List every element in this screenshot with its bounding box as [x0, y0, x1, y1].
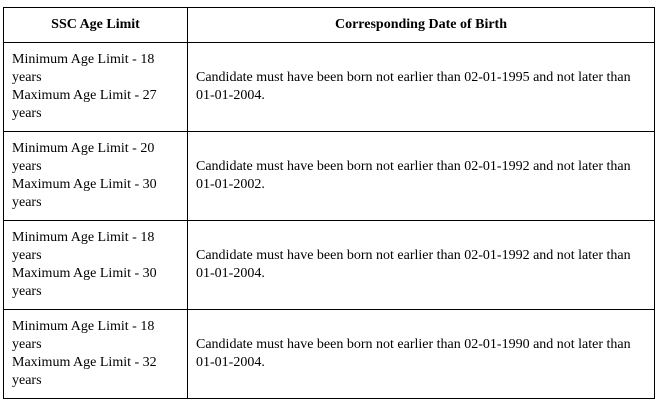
maximum-age-limit: Maximum Age Limit - 30 years	[12, 266, 157, 299]
table-body: Minimum Age Limit - 18 years Maximum Age…	[3, 42, 655, 399]
date-of-birth-cell: Candidate must have been born not earlie…	[187, 131, 655, 221]
date-of-birth-cell: Candidate must have been born not earlie…	[187, 42, 655, 132]
header-date-of-birth: Corresponding Date of Birth	[187, 7, 655, 43]
header-ssc-age-limit: SSC Age Limit	[3, 7, 188, 43]
minimum-age-limit: Minimum Age Limit - 18 years	[12, 52, 155, 85]
maximum-age-limit: Maximum Age Limit - 32 years	[12, 355, 157, 388]
header-row: SSC Age Limit Corresponding Date of Birt…	[3, 7, 655, 43]
table-row: Minimum Age Limit - 18 years Maximum Age…	[3, 220, 655, 310]
minimum-age-limit: Minimum Age Limit - 18 years	[12, 230, 155, 263]
table-row: Minimum Age Limit - 20 years Maximum Age…	[3, 131, 655, 221]
table-row: Minimum Age Limit - 18 years Maximum Age…	[3, 42, 655, 132]
table-row: Minimum Age Limit - 18 years Maximum Age…	[3, 309, 655, 399]
minimum-age-limit: Minimum Age Limit - 20 years	[12, 141, 155, 174]
maximum-age-limit: Maximum Age Limit - 30 years	[12, 177, 157, 210]
maximum-age-limit: Maximum Age Limit - 27 years	[12, 88, 157, 121]
age-limit-cell: Minimum Age Limit - 18 years Maximum Age…	[3, 220, 188, 310]
minimum-age-limit: Minimum Age Limit - 18 years	[12, 319, 155, 352]
ssc-age-limit-table: SSC Age Limit Corresponding Date of Birt…	[3, 7, 655, 399]
date-of-birth-cell: Candidate must have been born not earlie…	[187, 309, 655, 399]
age-limit-cell: Minimum Age Limit - 18 years Maximum Age…	[3, 309, 188, 399]
age-limit-cell: Minimum Age Limit - 20 years Maximum Age…	[3, 131, 188, 221]
table-header: SSC Age Limit Corresponding Date of Birt…	[3, 7, 655, 43]
date-of-birth-cell: Candidate must have been born not earlie…	[187, 220, 655, 310]
age-limit-cell: Minimum Age Limit - 18 years Maximum Age…	[3, 42, 188, 132]
